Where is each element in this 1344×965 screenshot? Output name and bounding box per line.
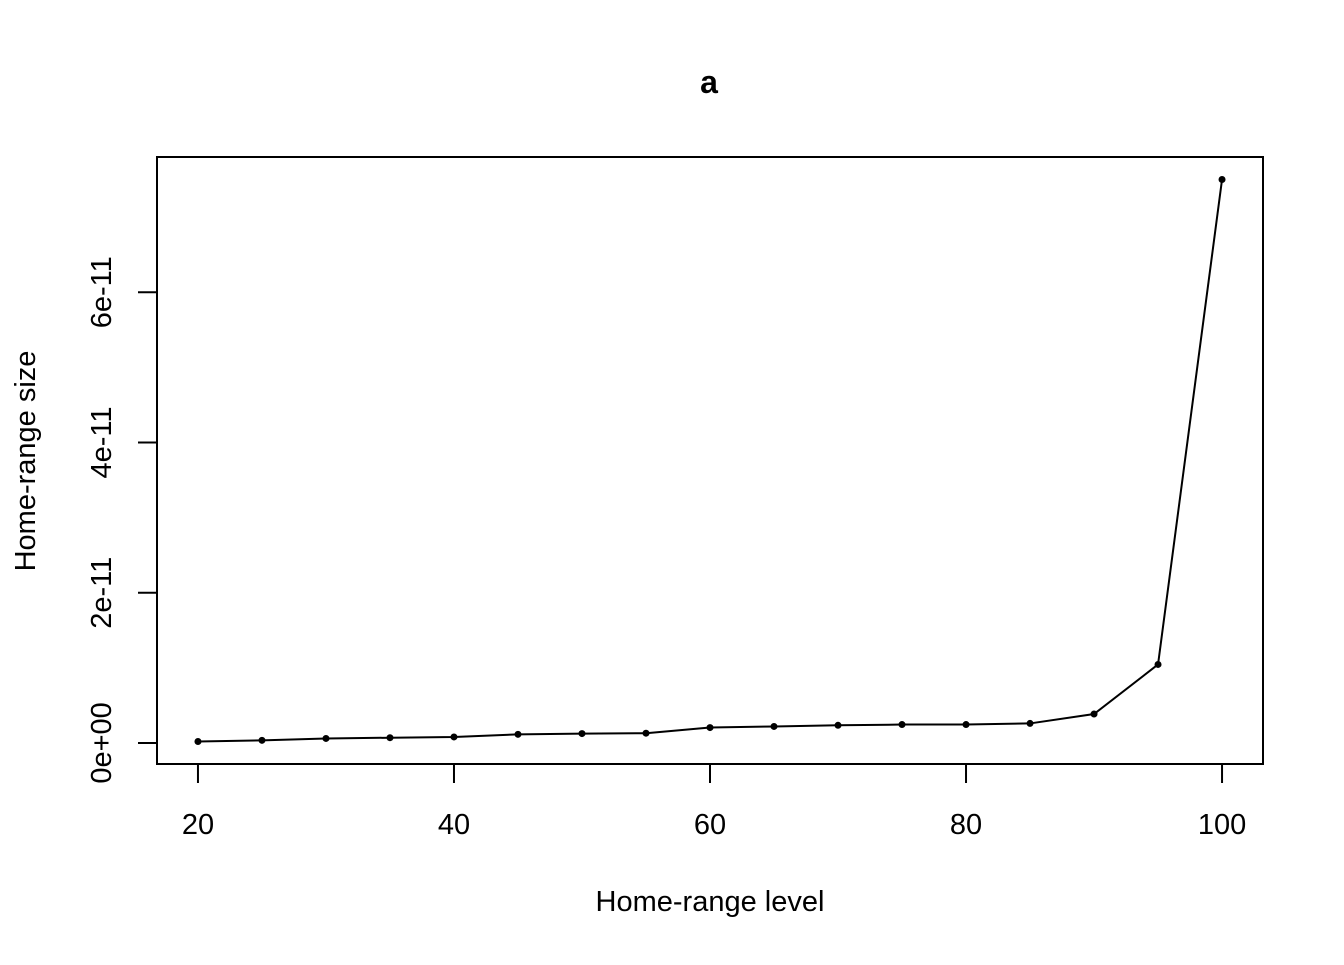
data-point bbox=[1218, 176, 1226, 184]
y-tick-label: 6e-11 bbox=[86, 256, 118, 328]
y-tick-label: 4e-11 bbox=[86, 406, 118, 478]
data-point bbox=[706, 724, 714, 732]
data-point bbox=[322, 734, 330, 742]
data-point bbox=[194, 737, 202, 745]
y-axis: 0e+00 2e-11 4e-11 6e-11 bbox=[86, 256, 158, 784]
data-series bbox=[194, 176, 1226, 745]
y-tick-label: 0e+00 bbox=[86, 702, 118, 783]
chart-title: a bbox=[700, 64, 718, 100]
data-point bbox=[1154, 660, 1162, 668]
series-line bbox=[197, 179, 1224, 743]
data-point bbox=[642, 729, 650, 737]
x-tick-label: 80 bbox=[950, 809, 982, 841]
data-point bbox=[578, 730, 586, 738]
x-axis: 20 40 60 80 100 bbox=[182, 763, 1246, 841]
y-axis-label: Home-range size bbox=[10, 351, 42, 572]
x-axis-label: Home-range level bbox=[596, 886, 825, 918]
plot-frame bbox=[156, 156, 1264, 765]
data-point bbox=[258, 736, 266, 744]
x-tick-label: 100 bbox=[1198, 809, 1246, 841]
data-point bbox=[514, 730, 522, 738]
x-tick-label: 40 bbox=[438, 809, 470, 841]
data-point bbox=[1026, 719, 1034, 727]
x-tick-label: 60 bbox=[694, 809, 726, 841]
data-point bbox=[1090, 710, 1098, 718]
y-tick-label: 2e-11 bbox=[86, 557, 118, 629]
data-point bbox=[834, 721, 842, 729]
data-point bbox=[962, 721, 970, 729]
data-point bbox=[386, 734, 394, 742]
data-point bbox=[898, 721, 906, 729]
x-tick-label: 20 bbox=[182, 809, 214, 841]
data-point bbox=[770, 722, 778, 730]
data-point bbox=[450, 733, 458, 741]
